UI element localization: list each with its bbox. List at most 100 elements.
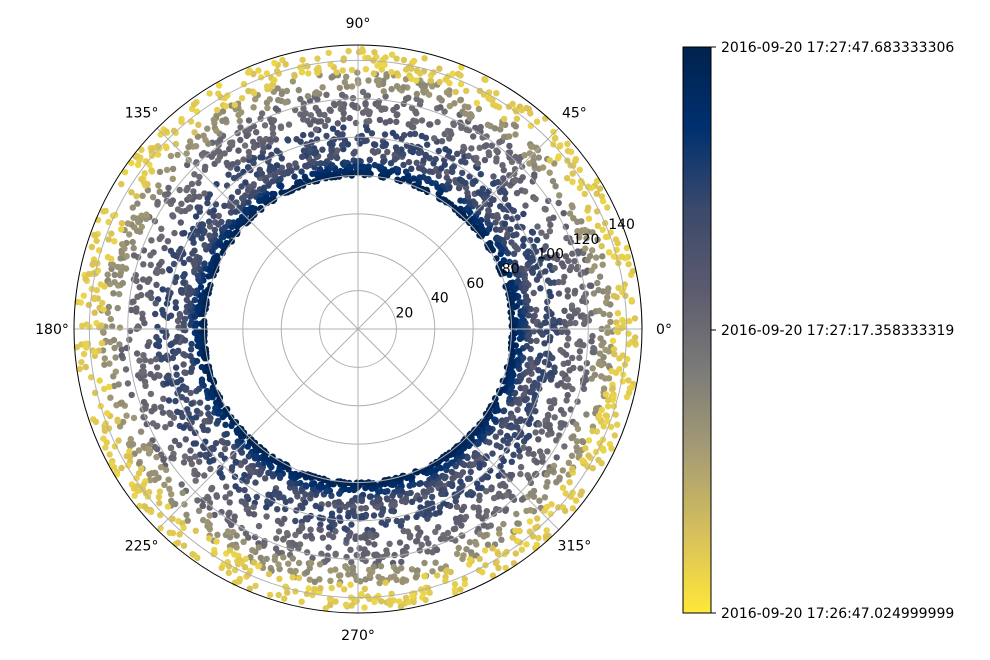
scatter-point — [513, 115, 521, 122]
scatter-point — [406, 534, 414, 541]
scatter-point — [518, 163, 526, 170]
scatter-point — [164, 238, 172, 245]
scatter-point — [519, 224, 526, 231]
scatter-point — [612, 411, 619, 418]
scatter-point — [600, 447, 607, 454]
scatter-point — [130, 298, 137, 305]
scatter-point — [422, 466, 430, 474]
scatter-point — [500, 115, 508, 123]
scatter-point — [542, 115, 549, 122]
scatter-point — [216, 153, 224, 160]
scatter-point — [383, 73, 390, 80]
scatter-point — [503, 492, 510, 499]
scatter-point — [152, 356, 160, 363]
scatter-point — [225, 219, 232, 226]
scatter-point — [396, 539, 404, 546]
scatter-point — [317, 160, 324, 167]
scatter-point — [162, 424, 169, 431]
scatter-point — [427, 77, 434, 84]
scatter-point — [260, 139, 267, 146]
scatter-point — [236, 578, 243, 585]
scatter-point — [585, 452, 592, 459]
scatter-point — [99, 299, 106, 307]
scatter-point — [182, 386, 189, 393]
scatter-point — [461, 580, 469, 588]
scatter-point — [226, 547, 234, 554]
scatter-point — [256, 166, 263, 173]
scatter-point — [353, 597, 360, 605]
scatter-point — [458, 158, 465, 165]
scatter-point — [543, 483, 550, 490]
scatter-point — [229, 161, 236, 168]
scatter-point — [222, 103, 230, 110]
scatter-point — [163, 300, 171, 307]
scatter-point — [473, 154, 480, 162]
scatter-point — [109, 323, 116, 330]
scatter-point — [205, 273, 212, 280]
scatter-point — [564, 359, 572, 366]
scatter-point — [589, 427, 596, 435]
scatter-point — [166, 529, 173, 536]
scatter-point — [475, 508, 483, 515]
scatter-point — [85, 270, 92, 278]
scatter-point — [482, 76, 489, 84]
scatter-point — [151, 374, 158, 381]
scatter-point — [512, 123, 519, 130]
scatter-point — [467, 489, 474, 496]
scatter-point — [380, 169, 387, 176]
scatter-point — [582, 245, 589, 252]
scatter-point — [100, 306, 107, 313]
scatter-point — [202, 136, 209, 144]
scatter-point — [442, 146, 449, 153]
scatter-point — [435, 147, 442, 155]
scatter-point — [520, 236, 527, 244]
scatter-point — [421, 559, 428, 567]
scatter-point — [548, 501, 555, 508]
scatter-point — [453, 550, 461, 558]
scatter-point — [199, 152, 206, 159]
scatter-point — [183, 186, 190, 194]
scatter-point — [126, 448, 133, 455]
scatter-point — [80, 292, 88, 299]
scatter-point — [316, 111, 323, 118]
scatter-point — [376, 116, 384, 124]
scatter-point — [205, 218, 213, 225]
scatter-point — [361, 604, 368, 611]
scatter-point — [181, 315, 189, 323]
scatter-point — [392, 566, 400, 573]
scatter-point — [261, 122, 269, 129]
scatter-point — [365, 539, 372, 546]
scatter-point — [513, 231, 520, 238]
scatter-point — [496, 235, 503, 243]
scatter-point — [135, 218, 142, 226]
scatter-point — [231, 513, 238, 520]
scatter-point — [222, 421, 229, 428]
scatter-point — [363, 137, 370, 144]
scatter-point — [82, 340, 90, 347]
scatter-point — [195, 385, 203, 392]
scatter-point — [191, 171, 198, 178]
scatter-point — [346, 163, 353, 170]
scatter-point — [614, 240, 621, 247]
scatter-point — [255, 461, 262, 468]
scatter-point — [180, 279, 187, 286]
scatter-point — [413, 159, 420, 166]
scatter-point — [473, 99, 481, 107]
scatter-point — [136, 502, 143, 510]
scatter-point — [518, 317, 526, 324]
scatter-point — [431, 472, 439, 479]
scatter-point — [533, 118, 541, 125]
scatter-point — [239, 477, 246, 484]
scatter-point — [182, 327, 189, 334]
scatter-point — [559, 278, 567, 286]
scatter-point — [221, 202, 228, 209]
scatter-point — [346, 114, 353, 122]
scatter-point — [358, 505, 365, 512]
scatter-point — [486, 201, 494, 208]
scatter-point — [255, 67, 262, 74]
scatter-point — [425, 540, 432, 547]
scatter-point — [359, 514, 366, 522]
scatter-point — [272, 136, 280, 143]
scatter-point — [523, 541, 530, 548]
scatter-point — [88, 243, 96, 251]
